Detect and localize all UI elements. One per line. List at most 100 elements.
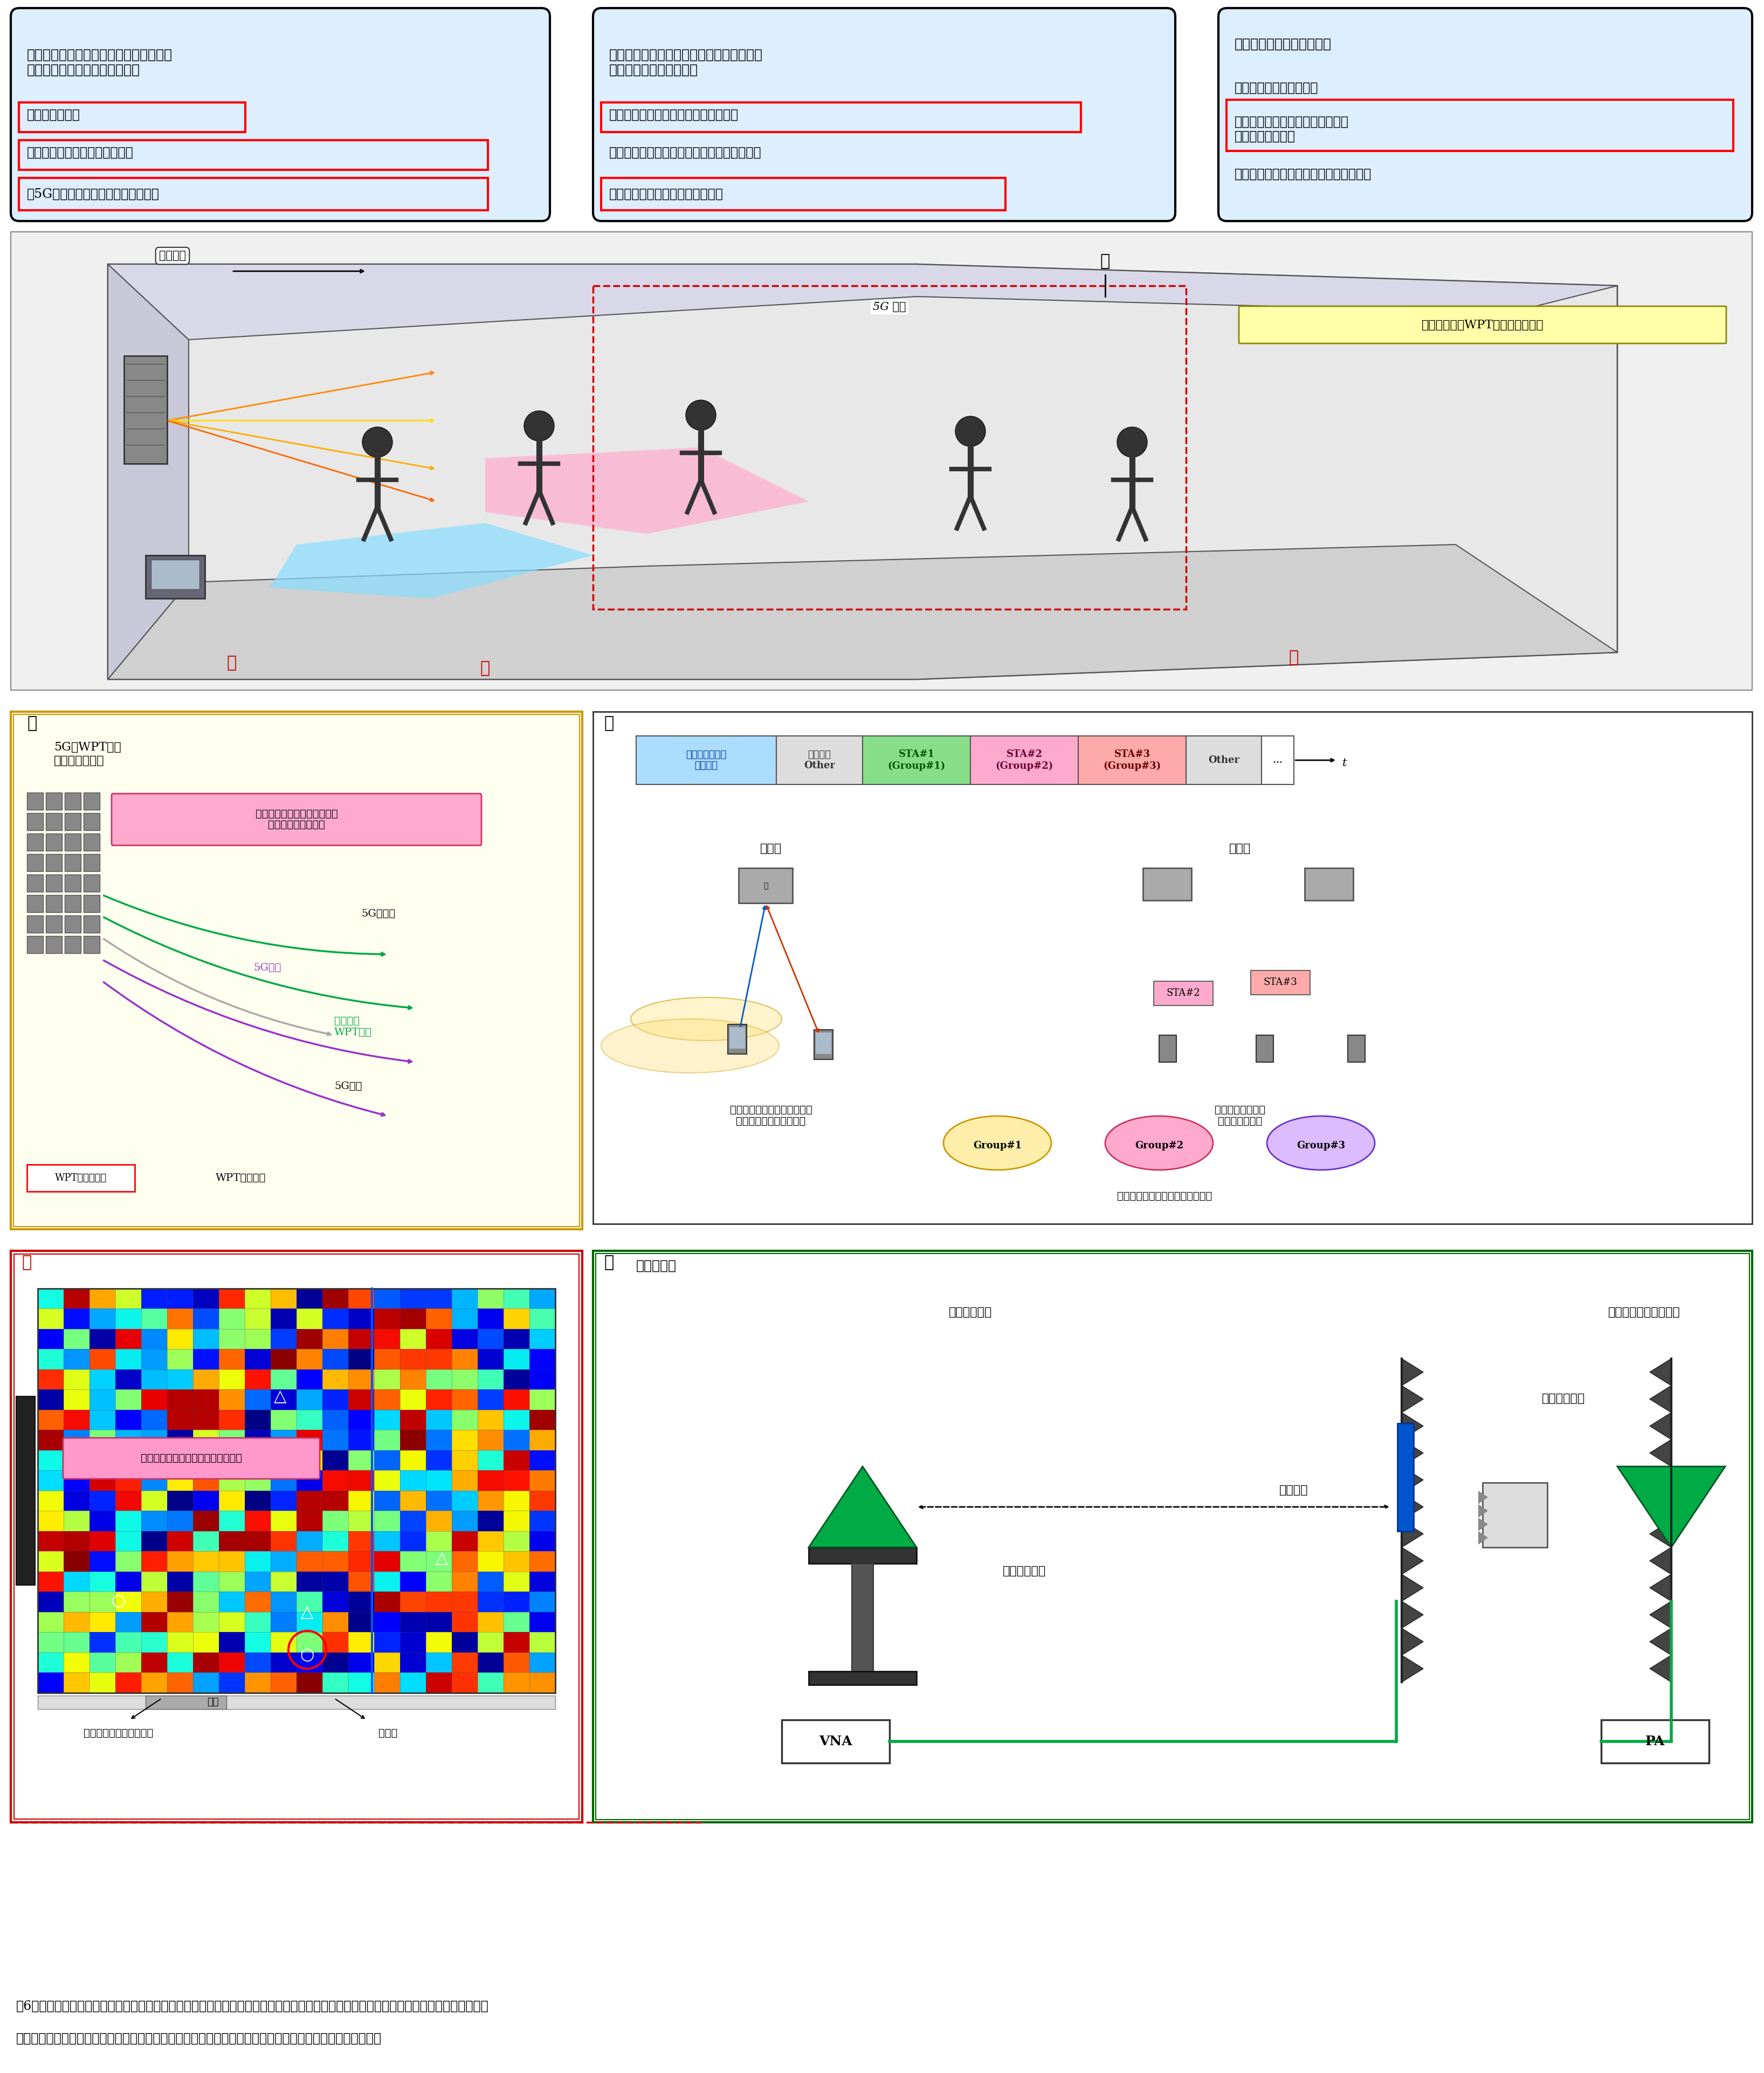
Bar (64, 1592, 90, 1613)
Bar (37, 1410, 64, 1430)
Bar (168, 1451, 192, 1470)
Text: Group#2: Group#2 (1134, 1140, 1184, 1151)
Bar (46, 833, 62, 850)
Bar (1185, 736, 1261, 784)
Text: シールドルーム開口部: シールドルーム開口部 (1607, 1306, 1679, 1318)
Bar (245, 1613, 270, 1631)
Text: ③: ③ (1288, 649, 1298, 665)
Bar (192, 1370, 219, 1389)
Bar (596, 1254, 1748, 1820)
Bar (141, 1532, 168, 1551)
Bar (374, 1571, 400, 1592)
Bar (245, 1652, 270, 1673)
Text: ・漏えい電力量計測技術: ・漏えい電力量計測技術 (1235, 81, 1318, 93)
Bar (374, 1329, 400, 1350)
Bar (478, 1652, 503, 1673)
Bar (64, 1370, 90, 1389)
Bar (141, 1592, 168, 1613)
Bar (970, 736, 1078, 784)
Text: 受電端末（計測機能付）: 受電端末（計測機能付） (83, 1729, 153, 1737)
Polygon shape (1401, 1385, 1424, 1412)
Bar (192, 1532, 219, 1551)
Bar (425, 1389, 452, 1410)
FancyBboxPatch shape (593, 8, 1175, 222)
Bar (270, 1389, 296, 1410)
Bar (168, 1592, 192, 1613)
Bar (219, 1410, 245, 1430)
Bar (245, 1350, 270, 1370)
Bar (1304, 869, 1353, 900)
Bar (83, 854, 101, 871)
Bar (452, 1613, 478, 1631)
Polygon shape (1649, 1654, 1671, 1681)
Polygon shape (1401, 1520, 1424, 1546)
Bar (168, 1571, 192, 1592)
Bar (400, 1370, 425, 1389)
Bar (83, 833, 101, 850)
Bar (452, 1673, 478, 1694)
Bar (115, 1308, 141, 1329)
Bar (400, 1511, 425, 1532)
Bar (64, 1410, 90, 1430)
Bar (529, 1511, 556, 1532)
Bar (46, 916, 62, 933)
Bar (374, 1451, 400, 1470)
Bar (478, 1370, 503, 1389)
Bar (425, 1652, 452, 1673)
Bar (323, 1652, 348, 1673)
Bar (37, 1430, 64, 1451)
Polygon shape (108, 263, 1618, 340)
Bar (115, 1329, 141, 1350)
Bar (115, 1673, 141, 1694)
Bar (65, 792, 81, 811)
Bar (452, 1571, 478, 1592)
Bar (478, 1329, 503, 1350)
Bar (478, 1389, 503, 1410)
Bar (192, 1289, 219, 1308)
Bar (245, 1370, 270, 1389)
Bar (46, 935, 62, 954)
Bar (1143, 869, 1191, 900)
Bar (219, 1673, 245, 1694)
Bar (529, 1490, 556, 1511)
Bar (1256, 1034, 1274, 1061)
Bar (348, 1308, 374, 1329)
Bar (400, 1430, 425, 1451)
Bar (26, 875, 42, 891)
Bar (348, 1329, 374, 1350)
Bar (374, 1410, 400, 1430)
Bar (348, 1673, 374, 1694)
Bar (478, 1511, 503, 1532)
Bar (452, 1350, 478, 1370)
Bar (123, 357, 168, 464)
Bar (270, 1370, 296, 1389)
Bar (90, 1451, 115, 1470)
Bar (374, 1370, 400, 1389)
Bar (219, 1370, 245, 1389)
Bar (245, 1551, 270, 1571)
Bar (26, 813, 42, 831)
Text: 自局内干渉として制御された
干渉低減による共用: 自局内干渉として制御された 干渉低減による共用 (256, 808, 337, 829)
Bar (270, 1490, 296, 1511)
Bar (19, 102, 245, 133)
Bar (26, 1165, 134, 1192)
Text: 5G 端末: 5G 端末 (873, 303, 907, 313)
Bar (529, 1370, 556, 1389)
Bar (192, 1451, 219, 1470)
Bar (296, 1410, 323, 1430)
Bar (478, 1613, 503, 1631)
Bar (168, 1511, 192, 1532)
Bar (168, 1673, 192, 1694)
Bar (503, 1329, 529, 1350)
Bar (503, 1389, 529, 1410)
Bar (37, 1532, 64, 1551)
Bar (245, 1410, 270, 1430)
Bar (425, 1329, 452, 1350)
Bar (14, 1254, 579, 1820)
Bar (83, 896, 101, 912)
Bar (374, 1470, 400, 1490)
Bar (270, 1673, 296, 1694)
Bar (296, 1631, 323, 1652)
Bar (219, 1451, 245, 1470)
Bar (452, 1451, 478, 1470)
